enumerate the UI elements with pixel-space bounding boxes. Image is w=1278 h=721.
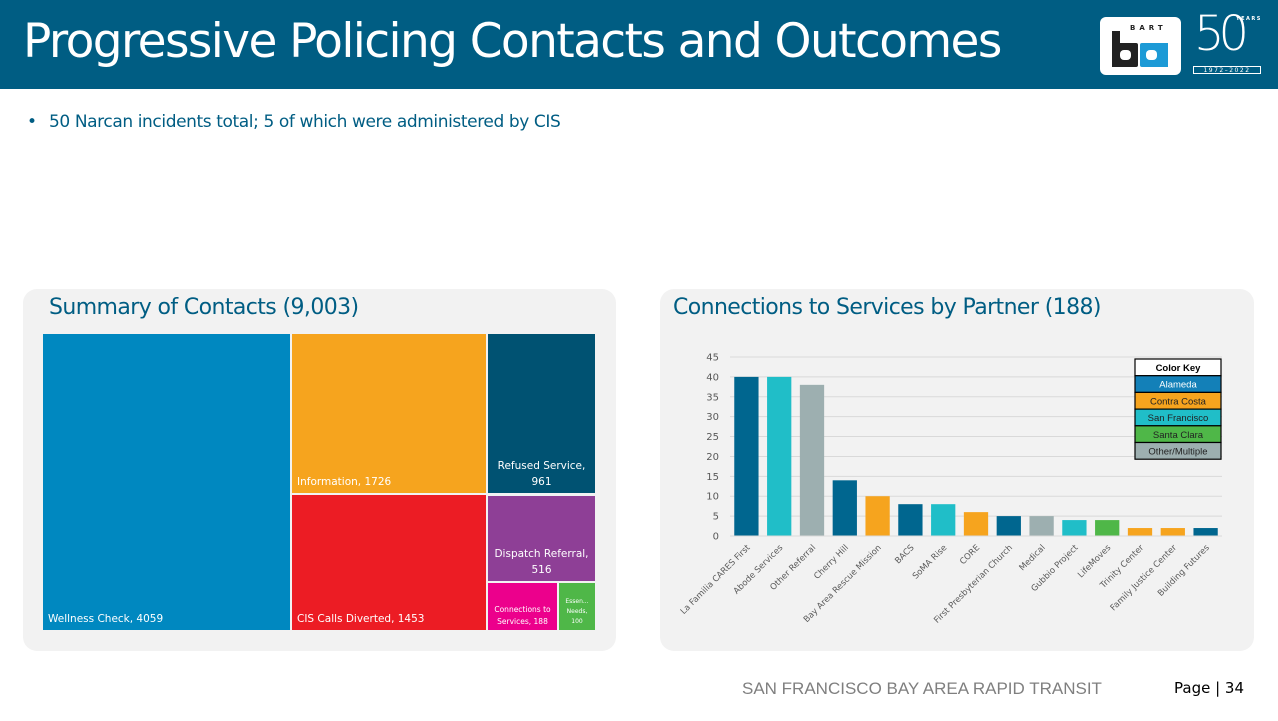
y-tick-label: 15: [706, 472, 719, 483]
50-years-number: 50: [1194, 6, 1249, 62]
treemap-label-line: 961: [531, 476, 552, 488]
y-tick-label: 30: [706, 412, 719, 423]
treemap-label: Essen... Needs, 100: [559, 597, 595, 627]
treemap-label-line: 100: [571, 618, 583, 625]
y-tick-label: 40: [706, 372, 719, 383]
y-tick-label: 25: [706, 432, 719, 443]
y-tick-label: 20: [706, 452, 719, 463]
bar: [1062, 520, 1087, 536]
x-tick-label: CORE: [958, 543, 982, 567]
bar: [1095, 520, 1120, 536]
treemap-label: CIS Calls Diverted, 1453: [297, 613, 425, 625]
x-tick-label: BACS: [893, 543, 916, 566]
treemap-label: Dispatch Referral, 516: [488, 546, 595, 578]
bar: [931, 504, 956, 536]
header-bar: Progressive Policing Contacts and Outcom…: [0, 0, 1278, 89]
legend-title: Color Key: [1156, 363, 1202, 374]
bar: [963, 512, 989, 536]
treemap-cell-wellness-check: Wellness Check, 4059: [43, 334, 290, 630]
treemap-label-line: Essen...: [565, 598, 589, 605]
bar: [1160, 528, 1185, 536]
bart-ba-icon: [1112, 31, 1168, 67]
bar: [865, 496, 890, 536]
bar: [767, 376, 792, 536]
treemap-cell-essential-needs: Essen... Needs, 100: [559, 583, 595, 630]
treemap-cell-cis-calls-diverted: CIS Calls Diverted, 1453: [292, 495, 486, 630]
x-tick-label: Medical: [1018, 543, 1048, 573]
treemap-cell-information: Information, 1726: [292, 334, 486, 493]
treemap-label-line: Services, 188: [497, 617, 548, 626]
legend-label: Alameda: [1159, 380, 1197, 391]
y-tick-label: 35: [706, 392, 719, 403]
legend-label: Contra Costa: [1150, 396, 1207, 407]
bullet-item: • 50 Narcan incidents total; 5 of which w…: [27, 112, 561, 132]
y-tick-label: 0: [713, 532, 719, 543]
treemap-label: Refused Service, 961: [488, 458, 595, 490]
bart-logo: BART: [1100, 17, 1181, 75]
y-tick-label: 45: [706, 353, 719, 364]
x-tick-label: SoMA Rise: [911, 543, 949, 581]
treemap-cell-refused-service: Refused Service, 961: [488, 334, 595, 493]
bullet-dot-icon: •: [27, 112, 37, 132]
bar: [898, 504, 923, 536]
page-number: Page | 34: [1174, 679, 1244, 697]
treemap-label-line: Dispatch Referral,: [494, 548, 589, 560]
bar: [832, 480, 857, 536]
bar: [734, 376, 759, 536]
treemap-cell-dispatch-referral: Dispatch Referral, 516: [488, 496, 595, 581]
year-span-text: 1972–2022: [1193, 66, 1261, 74]
treemap-label-line: Needs,: [566, 608, 588, 615]
footer-organization: SAN FRANCISCO BAY AREA RAPID TRANSIT: [742, 679, 1102, 698]
treemap-title: Summary of Contacts (9,003): [49, 295, 359, 320]
treemap-label: Wellness Check, 4059: [48, 613, 164, 625]
legend-swatch: [1134, 441, 1222, 460]
bar: [1029, 516, 1054, 536]
50-years-logo: 50 YEARS 1972–2022: [1192, 6, 1264, 76]
bar: [996, 516, 1021, 536]
treemap-label-line: Connections to: [494, 605, 551, 614]
slide-title: Progressive Policing Contacts and Outcom…: [23, 14, 1002, 69]
bart-logo-text: BART: [1130, 24, 1167, 32]
y-tick-label: 10: [706, 492, 719, 503]
bar-chart-title: Connections to Services by Partner (188): [673, 295, 1101, 320]
y-tick-label: 5: [713, 512, 719, 523]
bullet-text: 50 Narcan incidents total; 5 of which we…: [49, 112, 561, 132]
years-text: YEARS: [1236, 16, 1262, 22]
bar: [799, 384, 825, 536]
treemap-label: Information, 1726: [297, 476, 392, 488]
legend-label: Santa Clara: [1153, 430, 1204, 441]
legend-label: San Francisco: [1148, 413, 1209, 424]
connections-by-partner-panel: Connections to Services by Partner (188): [660, 289, 1254, 651]
bar: [1127, 528, 1153, 536]
legend-label: Other/Multiple: [1148, 447, 1207, 458]
treemap-label-line: 516: [531, 564, 552, 576]
bar: [1193, 528, 1218, 536]
treemap-label: Connections to Services, 188: [488, 604, 557, 628]
treemap-label-line: Refused Service,: [497, 460, 586, 472]
treemap-cell-connections-to-services: Connections to Services, 188: [488, 583, 557, 630]
